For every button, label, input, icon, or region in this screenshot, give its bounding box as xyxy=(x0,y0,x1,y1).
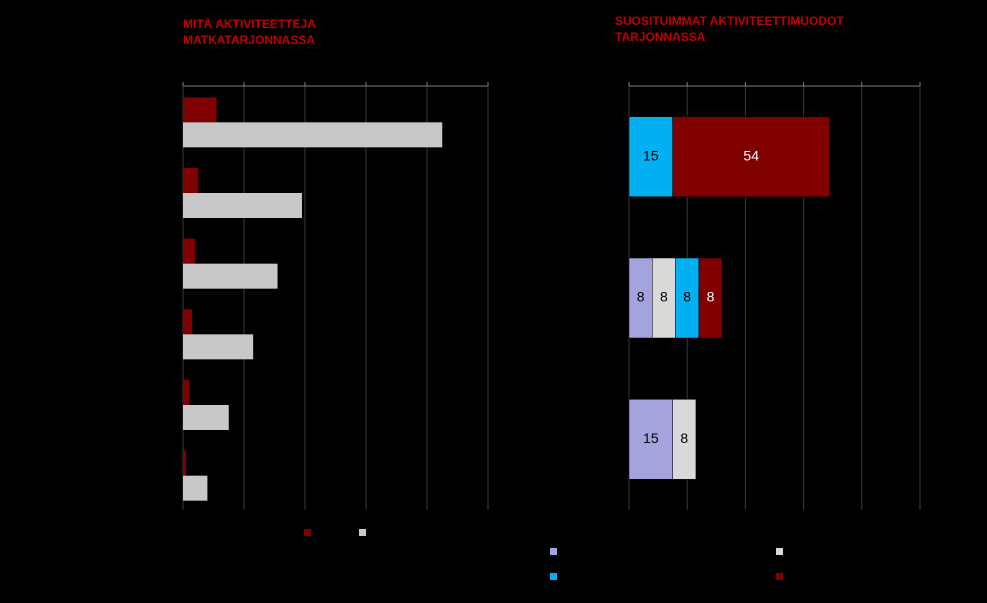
chart-title: TARJONNASSA xyxy=(615,30,706,44)
data-label: 8 xyxy=(637,289,645,305)
chart-title: MITÄ AKTIVITEETTEJA xyxy=(183,16,316,31)
bar xyxy=(183,450,187,476)
data-label: 15 xyxy=(643,147,659,163)
legend-marker xyxy=(776,548,783,555)
bar-segment xyxy=(628,399,673,480)
legend-marker xyxy=(550,548,557,555)
data-label: 8 xyxy=(680,430,688,446)
data-label: 8 xyxy=(660,289,668,305)
chart-title: SUOSITUIMMAT AKTIVITEETTIMUODOT xyxy=(615,14,844,28)
bar xyxy=(183,475,208,501)
bar xyxy=(183,334,254,360)
bar xyxy=(183,380,190,405)
bar-segment xyxy=(672,399,697,480)
legend-marker xyxy=(550,573,557,580)
bar-segment xyxy=(628,116,673,197)
bar xyxy=(183,122,443,148)
data-label: 8 xyxy=(707,289,715,305)
bar xyxy=(183,263,278,289)
legend-marker xyxy=(304,529,311,536)
bar-segment xyxy=(698,257,723,339)
data-label: 54 xyxy=(743,147,759,163)
bar xyxy=(183,168,199,193)
legend-marker xyxy=(776,573,783,580)
bar xyxy=(183,238,196,264)
data-label: 15 xyxy=(643,430,659,446)
data-label: 8 xyxy=(683,289,691,305)
legend-marker xyxy=(359,529,366,536)
chart-title: MATKATARJONNASSA xyxy=(183,33,315,47)
bar xyxy=(183,309,193,335)
bar xyxy=(183,97,217,123)
bar xyxy=(183,405,229,430)
bar xyxy=(183,193,302,218)
bar-segment xyxy=(672,116,831,197)
